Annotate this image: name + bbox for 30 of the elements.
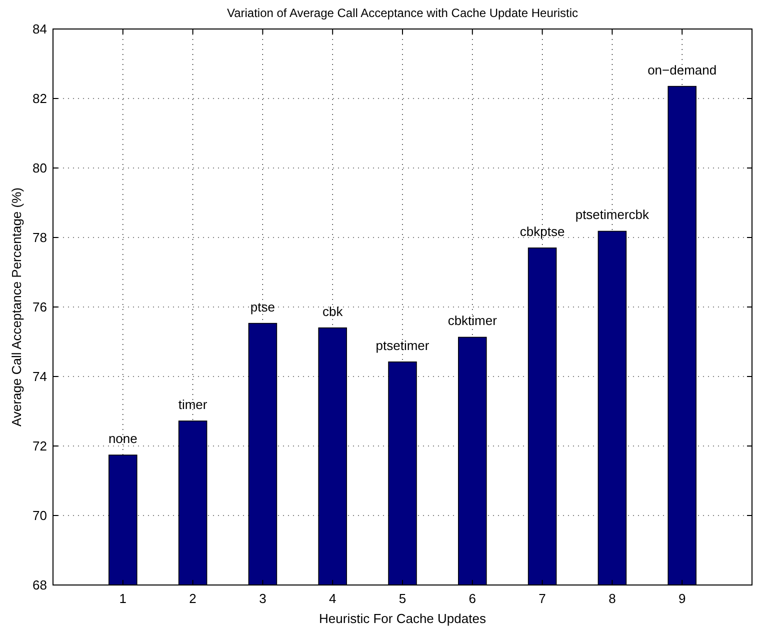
x-tick-label: 1 <box>119 591 127 606</box>
y-axis-title: Average Call Acceptance Percentage (%) <box>9 188 24 426</box>
annotation: ptse <box>250 299 275 314</box>
x-tick-label: 6 <box>468 591 476 606</box>
x-tick-label: 2 <box>189 591 196 606</box>
x-tick-label: 7 <box>538 591 546 606</box>
annotation: ptsetimercbk <box>575 207 650 222</box>
y-tick-label: 84 <box>32 22 47 37</box>
y-tick-label: 72 <box>32 438 47 454</box>
y-tick-label: 76 <box>32 300 47 315</box>
annotation: ptsetimer <box>376 338 430 353</box>
annotation: cbkptse <box>520 224 565 239</box>
y-tick-label: 70 <box>32 508 47 524</box>
annotation: cbk <box>322 304 344 319</box>
x-axis-title: Heuristic For Cache Updates <box>319 611 486 626</box>
y-tick-label: 78 <box>32 230 47 246</box>
y-tick-label: 68 <box>32 578 47 593</box>
y-tick-label: 74 <box>32 369 47 384</box>
x-tick-label: 5 <box>398 591 406 606</box>
x-tick-label: 4 <box>328 591 336 606</box>
annotation: none <box>108 431 138 446</box>
x-tick-label: 3 <box>259 591 266 606</box>
annotation: on−demand <box>648 62 717 78</box>
y-tick-label: 80 <box>32 160 47 176</box>
x-tick-label: 8 <box>608 591 616 606</box>
annotation: timer <box>178 396 208 412</box>
annotation: cbktimer <box>448 313 498 328</box>
y-tick-label: 82 <box>32 91 47 106</box>
chart-title: Variation of Average Call Acceptance with Cache Update Heuristic <box>226 6 578 20</box>
x-tick-label: 9 <box>678 591 686 606</box>
